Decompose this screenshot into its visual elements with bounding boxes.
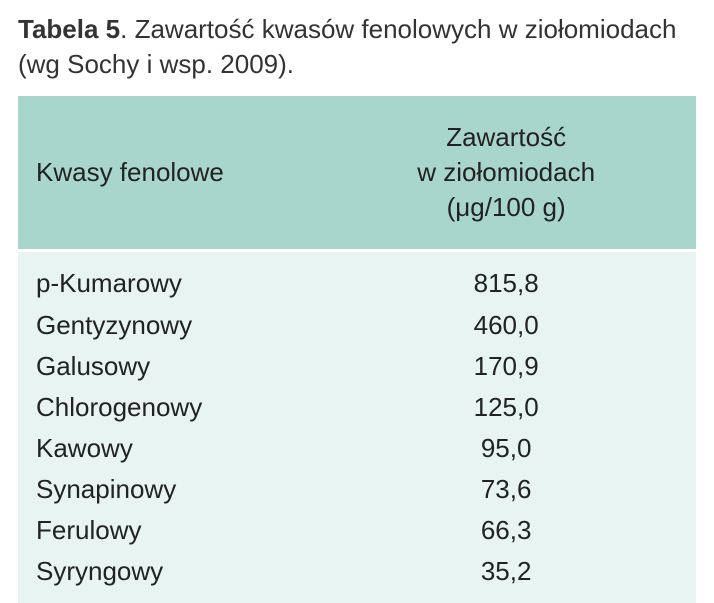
cell-name: Galusowy [18, 346, 316, 387]
table-row: Galusowy 170,9 [18, 346, 696, 387]
col-header-value: Zawartość w ziołomiodach (μg/100 g) [316, 96, 696, 251]
cell-value: 73,6 [316, 469, 696, 510]
table-header-row: Kwasy fenolowe Zawartość w ziołomiodach … [18, 96, 696, 251]
table-row: Chlorogenowy 125,0 [18, 387, 696, 428]
table-row: Synapinowy 73,6 [18, 469, 696, 510]
col-header-value-line3: (μg/100 g) [447, 192, 566, 222]
cell-value: 95,0 [316, 428, 696, 469]
table-row: Ferulowy 66,3 [18, 510, 696, 551]
col-header-value-line2: w ziołomiodach [417, 157, 595, 187]
caption-label: Tabela 5 [18, 14, 120, 44]
cell-value: 35,2 [316, 551, 696, 603]
col-header-name: Kwasy fenolowe [18, 96, 316, 251]
cell-name: p-Kumarowy [18, 251, 316, 305]
table-row: Kawowy 95,0 [18, 428, 696, 469]
cell-name: Chlorogenowy [18, 387, 316, 428]
cell-name: Synapinowy [18, 469, 316, 510]
cell-value: 460,0 [316, 305, 696, 346]
cell-value: 125,0 [316, 387, 696, 428]
cell-value: 66,3 [316, 510, 696, 551]
cell-value: 815,8 [316, 251, 696, 305]
table-row: Gentyzynowy 460,0 [18, 305, 696, 346]
cell-name: Gentyzynowy [18, 305, 316, 346]
table-row: Syryngowy 35,2 [18, 551, 696, 603]
table-caption: Tabela 5. Zawartość kwasów fenolowych w … [18, 12, 696, 82]
phenolic-acids-table: Kwasy fenolowe Zawartość w ziołomiodach … [18, 96, 696, 603]
cell-name: Syryngowy [18, 551, 316, 603]
cell-name: Kawowy [18, 428, 316, 469]
col-header-value-line1: Zawartość [446, 122, 566, 152]
cell-value: 170,9 [316, 346, 696, 387]
table-row: p-Kumarowy 815,8 [18, 251, 696, 305]
cell-name: Ferulowy [18, 510, 316, 551]
